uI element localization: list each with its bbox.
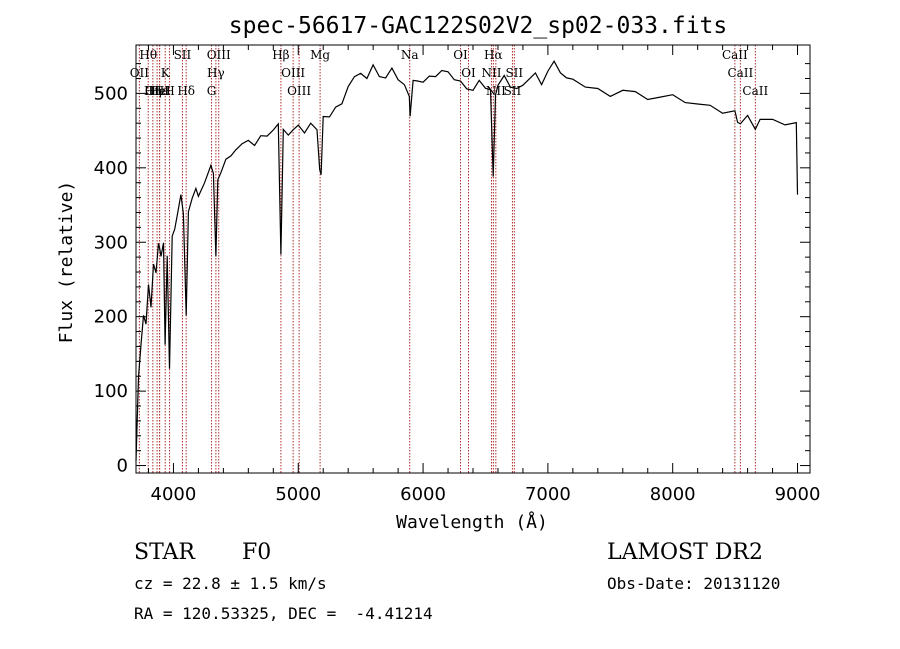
- y-tick-label: 400: [94, 158, 128, 179]
- x-tick-label: 8000: [650, 484, 696, 505]
- redshift-cz: cz = 22.8 ± 1.5 km/s: [134, 574, 327, 593]
- survey-name: LAMOST DR2: [607, 540, 763, 565]
- spectral-line-label: Hθ: [139, 48, 157, 62]
- y-tick-label: 300: [94, 232, 128, 253]
- spectral-line-label: SII: [504, 84, 522, 98]
- emission-line-markers: [138, 45, 756, 473]
- spectrum-line: [135, 60, 799, 462]
- emission-line-labels: HθOIIOIIIHεHeIHηKHSIIHδOIIIHγGHβOIIIOIII…: [130, 48, 769, 98]
- spectral-line-label: SII: [505, 66, 523, 80]
- y-tick-label: 0: [117, 456, 128, 477]
- spectral-line-label: Mg: [310, 48, 330, 62]
- y-axis-label: Flux (relative): [56, 181, 77, 344]
- spectral-line-label: OI: [461, 66, 476, 80]
- spectral-line-label: Hε: [151, 84, 168, 98]
- spectral-line-label: K: [161, 66, 171, 80]
- x-tick-label: 5000: [275, 484, 321, 505]
- spectral-line-label: CaII: [722, 48, 748, 62]
- spectral-line-label: HeI: [148, 84, 171, 98]
- spectral-line-label: Na: [401, 48, 419, 62]
- spectral-line-label: Hβ: [272, 48, 289, 62]
- y-tick-label: 200: [94, 307, 128, 328]
- spectral-line-label: OI: [453, 48, 468, 62]
- y-tick-label: 500: [94, 83, 128, 104]
- spectral-line-label: H: [164, 84, 174, 98]
- spectral-line-label: Hη: [144, 84, 162, 98]
- plot-frame: [135, 44, 811, 474]
- obs-date: Obs-Date: 20131120: [607, 574, 781, 593]
- x-tick-label: 7000: [525, 484, 571, 505]
- spectral-line-label: G: [207, 84, 217, 98]
- spectral-line-label: OII: [130, 66, 150, 80]
- chart-title: spec-56617-GAC122S02V2_sp02-033.fits: [229, 13, 728, 39]
- spectral-line-label: CaII: [742, 84, 768, 98]
- x-tick-label: 9000: [775, 484, 821, 505]
- spectral-line-label: SII: [174, 48, 192, 62]
- axis-ticks: 4000 5000 6000 7000 8000 9000 0 100 200 300 400 500: [94, 45, 821, 505]
- x-axis-label: Wavelength (Å): [396, 511, 548, 533]
- y-tick-label: 100: [94, 381, 128, 402]
- object-class: STAR: [134, 540, 195, 565]
- x-tick-label: 6000: [400, 484, 446, 505]
- object-subclass: F0: [242, 540, 272, 565]
- spectral-line-label: OIII: [287, 84, 311, 98]
- spectral-line-label: CaII: [727, 66, 753, 80]
- spectral-line-label: OIII: [207, 48, 231, 62]
- spectral-line-label: Hα: [484, 48, 503, 62]
- spectral-line-label: NII: [481, 66, 501, 80]
- spectral-line-label: Hδ: [177, 84, 195, 98]
- x-tick-label: 4000: [151, 484, 197, 505]
- coordinates: RA = 120.53325, DEC = -4.41214: [134, 604, 433, 623]
- spectral-line-label: OIII: [145, 84, 169, 98]
- spectral-line-label: Hγ: [207, 66, 225, 80]
- spectral-line-label: OIII: [281, 66, 305, 80]
